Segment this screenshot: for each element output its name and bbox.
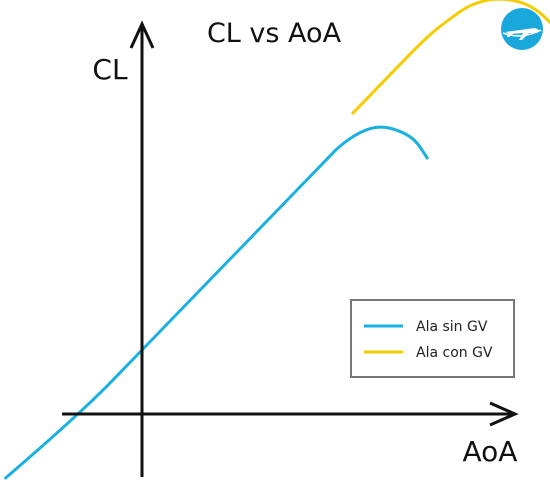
- y-axis-label: CL: [92, 53, 128, 86]
- legend-label-series-1: Ala con GV: [416, 345, 493, 361]
- series-line-1: [351, 0, 550, 115]
- x-axis-arrowhead: [489, 401, 519, 427]
- chart-title: CL vs AoA: [207, 18, 342, 49]
- airplane-icon: [505, 28, 541, 40]
- logo-circle: [501, 8, 543, 50]
- airplane-logo: [501, 8, 543, 50]
- legend-box: [350, 299, 515, 378]
- x-axis-label: AoA: [463, 435, 518, 468]
- legend: Ala sin GV Ala con GV: [350, 299, 515, 378]
- legend-label-series-0: Ala sin GV: [416, 319, 488, 335]
- logo-wave: [502, 29, 542, 37]
- series-line-0: [4, 125, 429, 480]
- y-axis-arrowhead: [129, 20, 155, 49]
